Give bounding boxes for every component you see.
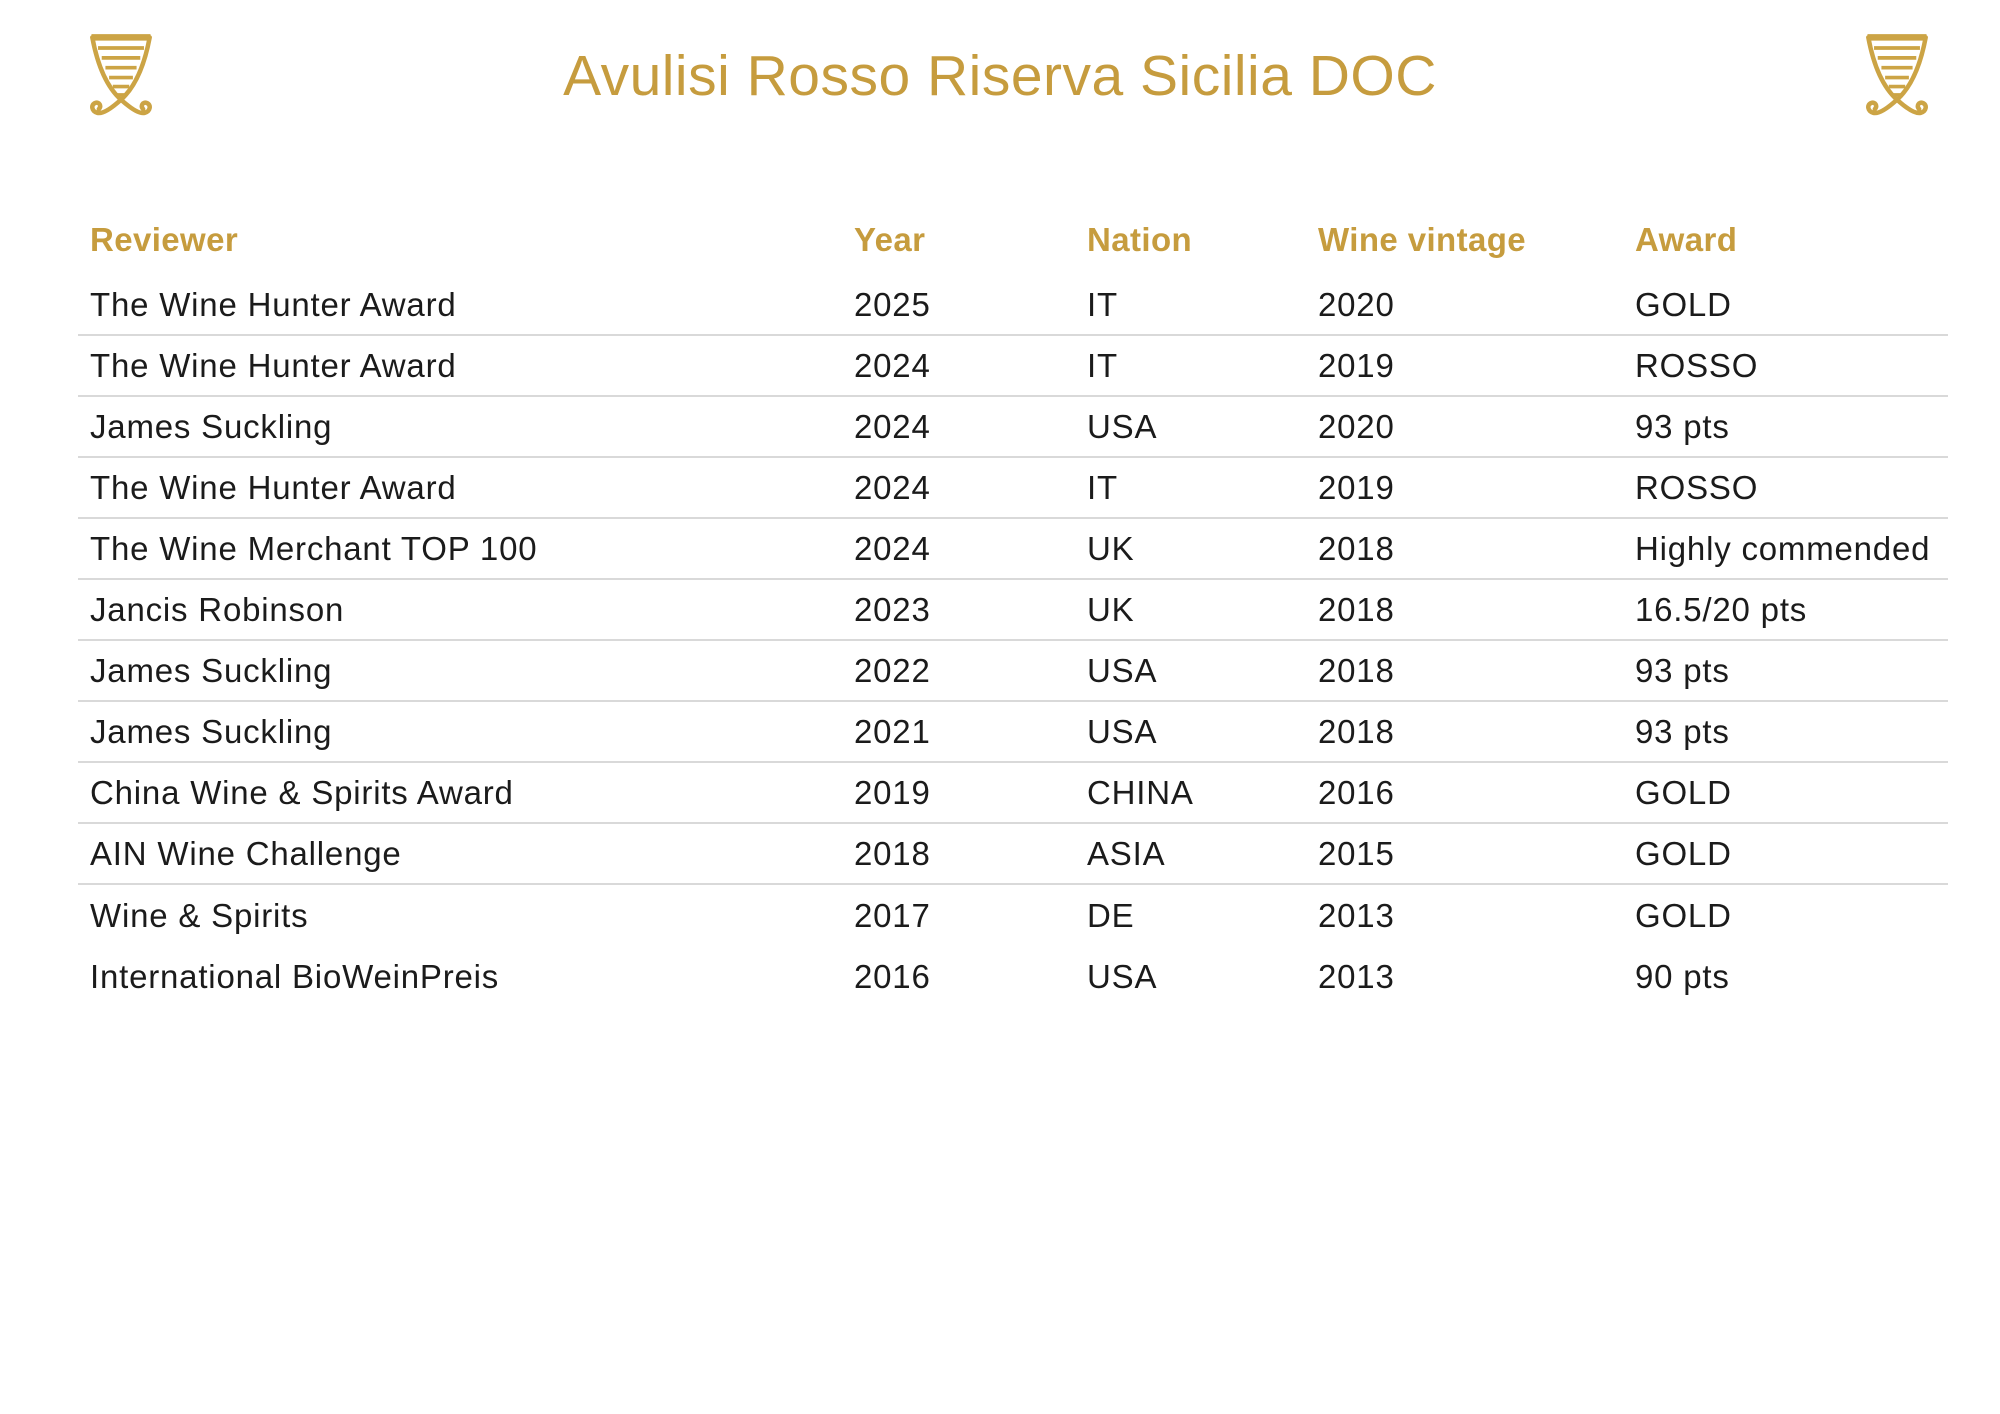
cell-reviewer: Wine & Spirits [90,896,309,934]
cell-vintage: 2013 [1318,896,1395,934]
cell-year: 2025 [854,285,931,323]
cell-award: 90 pts [1635,957,1730,995]
table-row: The Wine Hunter Award 2025 IT 2020 GOLD [78,275,1948,336]
cell-nation: CHINA [1087,773,1194,811]
awards-table: Reviewer Year Nation Wine vintage Award … [78,205,1948,1007]
cell-vintage: 2020 [1318,407,1395,445]
cell-nation: USA [1087,957,1158,995]
cell-reviewer: AIN Wine Challenge [90,834,402,872]
cell-vintage: 2015 [1318,834,1395,872]
table-row: James Suckling 2022 USA 2018 93 pts [78,641,1948,702]
table-row: The Wine Hunter Award 2024 IT 2019 ROSSO [78,458,1948,519]
cell-nation: UK [1087,529,1135,567]
cell-year: 2024 [854,468,931,506]
cell-award: 93 pts [1635,407,1730,445]
cell-award: Highly commended [1635,529,1931,567]
cell-year: 2022 [854,651,931,689]
winery-emblem-icon [1856,28,1938,132]
cell-vintage: 2018 [1318,590,1395,628]
cell-reviewer: James Suckling [90,712,333,750]
cell-nation: USA [1087,651,1158,689]
cell-year: 2024 [854,529,931,567]
cell-nation: IT [1087,285,1118,323]
cell-award: ROSSO [1635,346,1759,384]
table-row: China Wine & Spirits Award 2019 CHINA 20… [78,763,1948,824]
cell-nation: IT [1087,468,1118,506]
cell-award: ROSSO [1635,468,1759,506]
table-row: Jancis Robinson 2023 UK 2018 16.5/20 pts [78,580,1948,641]
column-header-year: Year [854,221,926,258]
table-row: James Suckling 2024 USA 2020 93 pts [78,397,1948,458]
cell-nation: IT [1087,346,1118,384]
cell-year: 2018 [854,834,931,872]
cell-award: 93 pts [1635,651,1730,689]
cell-award: GOLD [1635,896,1732,934]
cell-vintage: 2020 [1318,285,1395,323]
page-title: Avulisi Rosso Riserva Sicilia DOC [563,44,1437,108]
winery-emblem-icon [80,28,162,132]
cell-vintage: 2018 [1318,651,1395,689]
table-row: Wine & Spirits 2017 DE 2013 GOLD [78,885,1948,946]
table-row: James Suckling 2021 USA 2018 93 pts [78,702,1948,763]
column-header-nation: Nation [1087,221,1193,258]
column-header-award: Award [1635,221,1738,258]
cell-reviewer: James Suckling [90,651,333,689]
cell-reviewer: International BioWeinPreis [90,957,500,995]
cell-award: GOLD [1635,285,1732,323]
cell-vintage: 2019 [1318,468,1395,506]
column-header-reviewer: Reviewer [90,221,239,258]
cell-nation: USA [1087,407,1158,445]
cell-reviewer: The Wine Hunter Award [90,346,457,384]
cell-vintage: 2019 [1318,346,1395,384]
cell-year: 2016 [854,957,931,995]
cell-award: 16.5/20 pts [1635,590,1808,628]
cell-nation: UK [1087,590,1135,628]
cell-vintage: 2018 [1318,712,1395,750]
cell-reviewer: The Wine Hunter Award [90,468,457,506]
cell-year: 2019 [854,773,931,811]
cell-nation: USA [1087,712,1158,750]
table-row: International BioWeinPreis 2016 USA 2013… [78,946,1948,1007]
table-header-row: Reviewer Year Nation Wine vintage Award [78,205,1948,275]
cell-year: 2023 [854,590,931,628]
cell-vintage: 2016 [1318,773,1395,811]
cell-award: GOLD [1635,773,1732,811]
table-row: The Wine Hunter Award 2024 IT 2019 ROSSO [78,336,1948,397]
cell-reviewer: The Wine Merchant TOP 100 [90,529,538,567]
cell-reviewer: James Suckling [90,407,333,445]
table-row: The Wine Merchant TOP 100 2024 UK 2018 H… [78,519,1948,580]
cell-award: GOLD [1635,834,1732,872]
cell-award: 93 pts [1635,712,1730,750]
cell-year: 2021 [854,712,931,750]
cell-nation: ASIA [1087,834,1166,872]
cell-vintage: 2013 [1318,957,1395,995]
cell-year: 2024 [854,407,931,445]
cell-vintage: 2018 [1318,529,1395,567]
cell-nation: DE [1087,896,1135,934]
cell-reviewer: The Wine Hunter Award [90,285,457,323]
column-header-vintage: Wine vintage [1318,221,1527,258]
cell-year: 2024 [854,346,931,384]
cell-reviewer: China Wine & Spirits Award [90,773,514,811]
cell-reviewer: Jancis Robinson [90,590,345,628]
cell-year: 2017 [854,896,931,934]
table-row: AIN Wine Challenge 2018 ASIA 2015 GOLD [78,824,1948,885]
